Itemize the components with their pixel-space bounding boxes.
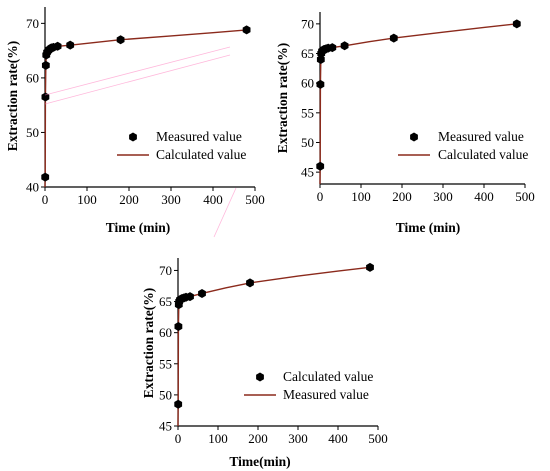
- annotation-stroke: [44, 46, 231, 96]
- x-tick-label: 300: [288, 431, 308, 446]
- y-axis-title: Extraction rate(%): [275, 43, 290, 154]
- data-point: [316, 79, 325, 89]
- legend-label: Calculated value: [283, 369, 373, 384]
- legend-marker-symbol: [129, 132, 137, 142]
- x-tick-label: 400: [328, 431, 348, 446]
- y-tick-label: 50: [26, 125, 39, 140]
- data-point: [316, 54, 325, 64]
- y-tick-label: 65: [301, 46, 314, 61]
- x-tick-label: 400: [203, 192, 223, 207]
- data-point: [198, 288, 206, 298]
- x-tick-label: 0: [42, 192, 49, 207]
- data-point: [66, 40, 75, 50]
- y-tick-label: 50: [159, 387, 172, 402]
- chart-panel-1: 0 100 200 300 400 500 40 50 60 70 Time (min) Extrac…: [5, 7, 265, 235]
- x-axis-title: Time(min): [229, 454, 290, 469]
- data-point: [340, 41, 349, 51]
- annotation-strokes: [44, 46, 237, 238]
- y-tick-label: 60: [159, 325, 172, 340]
- legend-label: Calculated value: [438, 147, 528, 162]
- data-point: [389, 33, 398, 43]
- y-tick-label: 70: [26, 16, 39, 31]
- x-tick-label: 0: [317, 189, 324, 204]
- data-point: [246, 278, 254, 288]
- x-tick-label: 200: [119, 192, 139, 207]
- data-point: [41, 60, 50, 70]
- x-tick-label: 400: [474, 189, 494, 204]
- x-tick-label: 100: [77, 192, 97, 207]
- y-tick-label: 55: [159, 356, 172, 371]
- legend-label: Measured value: [283, 387, 369, 402]
- y-tick-label: 60: [301, 76, 314, 91]
- y-tick-label: 50: [301, 135, 314, 150]
- x-tick-label: 100: [351, 189, 371, 204]
- y-tick-label: 45: [301, 165, 314, 180]
- data-point: [366, 262, 374, 272]
- y-tick-label: 40: [26, 180, 39, 195]
- data-point: [174, 399, 183, 409]
- chart-panel-2: 0 100 200 300 400 500 45 50 55 60 65 70 Time (min) Ex…: [275, 12, 535, 235]
- data-point: [512, 19, 521, 29]
- series-line: [177, 266, 371, 427]
- y-tick-label: 70: [159, 263, 172, 278]
- series-line: [44, 29, 247, 188]
- data-point: [174, 321, 183, 331]
- x-tick-label: 100: [208, 431, 228, 446]
- data-point: [328, 43, 337, 53]
- x-tick-label: 500: [245, 192, 265, 207]
- legend-marker-symbol: [410, 132, 418, 142]
- x-tick-label: 500: [368, 431, 388, 446]
- annotation-stroke: [44, 54, 231, 105]
- x-tick-label: 0: [175, 431, 182, 446]
- x-tick-label: 300: [161, 192, 181, 207]
- x-axis-title: Time (min): [396, 220, 461, 235]
- y-tick-label: 65: [159, 294, 172, 309]
- y-axis-title: Extraction rate(%): [5, 41, 20, 152]
- data-point: [186, 292, 194, 302]
- x-tick-label: 200: [248, 431, 268, 446]
- data-point: [316, 161, 325, 171]
- legend-label: Measured value: [438, 129, 524, 144]
- legend-label: Measured value: [156, 129, 242, 144]
- data-point: [116, 35, 125, 45]
- y-axis-title: Extraction rate(%): [141, 288, 156, 399]
- y-tick-label: 60: [26, 70, 39, 85]
- x-tick-label: 300: [433, 189, 453, 204]
- y-tick-label: 55: [301, 105, 314, 120]
- data-point: [41, 172, 50, 182]
- data-point: [53, 41, 62, 51]
- legend-marker-symbol: [256, 372, 264, 382]
- x-tick-label: 500: [515, 189, 535, 204]
- x-axis-title: Time (min): [106, 220, 171, 235]
- x-tick-label: 200: [392, 189, 412, 204]
- y-tick-label: 45: [159, 419, 172, 434]
- chart-panel-3: 0 100 200 300 400 500 45 50 55 60 65 70 Time(min) Ext…: [141, 258, 388, 469]
- annotation-stroke: [213, 187, 237, 238]
- data-point: [242, 25, 251, 35]
- y-tick-label: 70: [301, 16, 314, 31]
- legend-label: Calculated value: [156, 147, 246, 162]
